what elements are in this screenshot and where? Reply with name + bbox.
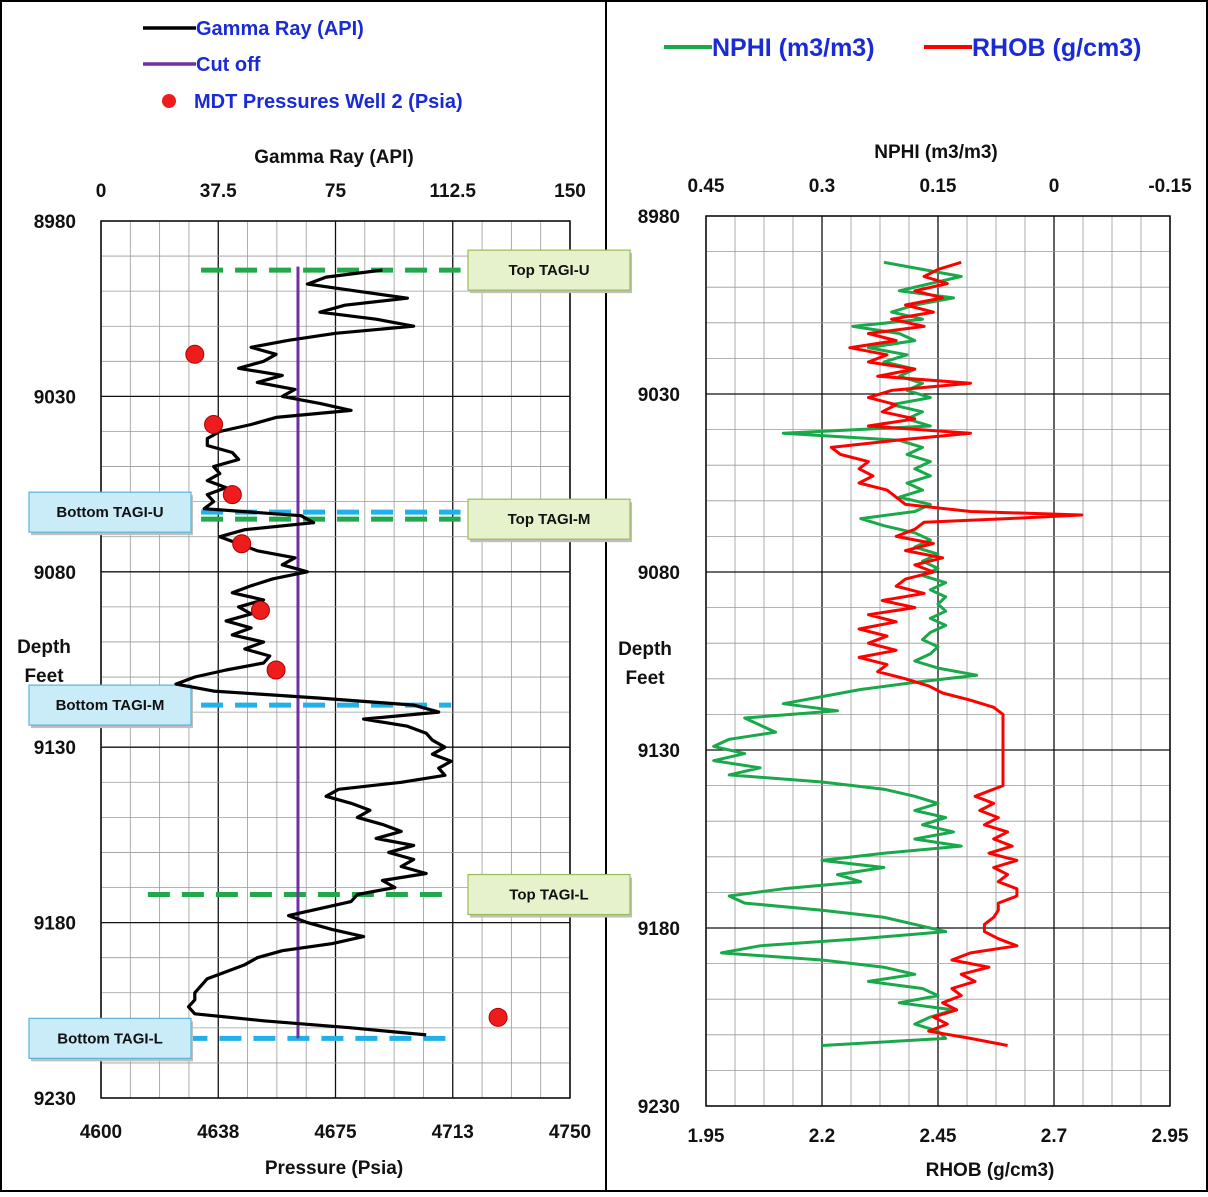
zone-box-rect (467, 498, 631, 540)
right-top-tick-label: 0.3 (809, 176, 835, 197)
left-top-tick-label: 75 (325, 181, 347, 202)
left-depth-tick-label: 8980 (34, 212, 76, 233)
right-top-ticks: 0.45 0.3 0.15 0 -0.15 (688, 176, 1193, 197)
zone-box-rect (467, 249, 631, 291)
zone-box-bottom-tagi-m: Bottom TAGI-M (28, 684, 193, 729)
rhob-curve (829, 260, 1084, 1047)
left-top-tick-label: 150 (554, 181, 586, 202)
mdt-pressure-point (204, 414, 224, 434)
right-depth-tick-label: 8980 (638, 207, 680, 228)
zone-box-bottom-tagi-u: Bottom TAGI-U (28, 491, 193, 536)
right-bottom-axis-label: RHOB (g/cm3) (926, 1160, 1055, 1181)
legend-mdt-label: MDT Pressures Well 2 (Psia) (194, 91, 463, 113)
zone-box-rect (28, 684, 192, 726)
left-top-tick-label: 37.5 (200, 181, 237, 202)
mdt-pressure-point (488, 1007, 508, 1027)
right-depth-label-line2: Feet (625, 668, 665, 689)
right-legend: NPHI (m3/m3) RHOB (g/cm3) (664, 34, 1141, 62)
right-top-tick-label: 0 (1049, 176, 1060, 197)
left-legend: Gamma Ray (API) Cut off MDT Pressures We… (143, 18, 463, 113)
left-bottom-axis-label: Pressure (Psia) (265, 1158, 403, 1179)
mdt-pressure-point (185, 344, 205, 364)
left-top-axis-label: Gamma Ray (API) (254, 147, 413, 168)
right-top-tick-label: -0.15 (1148, 176, 1192, 197)
zone-box-top-tagi-l: Top TAGI-L (467, 873, 632, 918)
left-plot-border (100, 220, 571, 1099)
left-bottom-tick-label: 4713 (432, 1122, 474, 1143)
zone-box-rect (28, 1017, 192, 1059)
left-top-tick-label: 0 (96, 181, 107, 202)
left-depth-label-line1: Depth (17, 637, 71, 658)
gamma-ray-curve (174, 268, 453, 1037)
zone-box-label: Bottom TAGI-U (56, 504, 163, 521)
right-bottom-ticks: 1.95 2.2 2.45 2.7 2.95 (688, 1126, 1189, 1147)
mdt-pressure-point (266, 660, 286, 680)
zone-box-top-tagi-m: Top TAGI-M (467, 498, 632, 543)
legend-cutoff-label: Cut off (196, 54, 261, 76)
right-top-tick-label: 0.45 (688, 176, 725, 197)
right-depth-tick-label: 9030 (638, 385, 680, 406)
right-bottom-tick-label: 2.2 (809, 1126, 835, 1147)
left-depth-tick-label: 9180 (34, 914, 76, 935)
right-depth-tick-label: 9180 (638, 919, 680, 940)
right-bottom-tick-label: 2.45 (920, 1126, 957, 1147)
right-depth-tick-label: 9130 (638, 741, 680, 762)
nphi-curve (712, 260, 979, 1047)
right-bottom-tick-label: 2.7 (1041, 1126, 1067, 1147)
left-depth-tick-label: 9230 (34, 1089, 76, 1110)
zone-box-rect (28, 491, 192, 533)
left-grid (100, 220, 571, 1099)
zone-box-rect (467, 873, 631, 916)
right-series (712, 260, 1084, 1047)
right-depth-label-line1: Depth (618, 639, 672, 660)
legend-nphi-label: NPHI (m3/m3) (712, 34, 875, 62)
zone-box-label: Bottom TAGI-L (57, 1030, 163, 1047)
right-depth-tick-label: 9230 (638, 1097, 680, 1118)
right-plot-border (705, 215, 1171, 1107)
mdt-pressure-point (250, 600, 270, 620)
zone-box-label: Top TAGI-U (508, 262, 589, 279)
left-panel: Gamma Ray (API) Cut off MDT Pressures We… (17, 18, 632, 1179)
right-depth-tick-label: 9080 (638, 563, 680, 584)
left-depth-tick-label: 9080 (34, 563, 76, 584)
left-bottom-tick-label: 4675 (314, 1122, 357, 1143)
zone-box-top-tagi-u: Top TAGI-U (467, 249, 632, 294)
left-depth-ticks: 8980 9030 9080 9130 9180 9230 (34, 212, 76, 1110)
right-bottom-tick-label: 1.95 (688, 1126, 725, 1147)
legend-mdt-swatch (162, 94, 176, 108)
mdt-pressure-point (222, 485, 242, 505)
left-bottom-ticks: 4600 4638 4675 4713 4750 (80, 1122, 591, 1143)
right-grid (705, 215, 1171, 1107)
right-bottom-tick-label: 2.95 (1152, 1126, 1189, 1147)
legend-rhob-label: RHOB (g/cm3) (972, 34, 1141, 62)
zone-box-bottom-tagi-l: Bottom TAGI-L (28, 1017, 193, 1062)
left-zone-markers: Top TAGI-U Bottom TAGI-U Top TAGI-M Bottom … (28, 249, 632, 1062)
left-bottom-tick-label: 4600 (80, 1122, 122, 1143)
left-depth-tick-label: 9130 (34, 738, 76, 759)
zone-box-label: Bottom TAGI-M (56, 697, 165, 714)
zone-box-label: Top TAGI-L (509, 887, 588, 904)
right-panel: NPHI (m3/m3) RHOB (g/cm3) NPHI (m3/m3) 0… (618, 34, 1192, 1181)
right-depth-ticks: 8980 9030 9080 9130 9180 9230 (638, 207, 680, 1118)
right-top-axis-label: NPHI (m3/m3) (874, 142, 998, 163)
left-series (174, 266, 508, 1039)
right-top-tick-label: 0.15 (920, 176, 957, 197)
mdt-pressure-point (232, 534, 252, 554)
left-top-tick-label: 112.5 (430, 181, 477, 202)
zone-box-label: Top TAGI-M (508, 511, 591, 528)
legend-gamma-label: Gamma Ray (API) (196, 18, 364, 40)
left-bottom-tick-label: 4638 (197, 1122, 239, 1143)
left-depth-tick-label: 9030 (34, 387, 76, 408)
left-top-ticks: 0 37.5 75 112.5 150 (96, 181, 586, 202)
left-bottom-tick-label: 4750 (549, 1122, 591, 1143)
left-depth-label-line2: Feet (24, 666, 64, 687)
